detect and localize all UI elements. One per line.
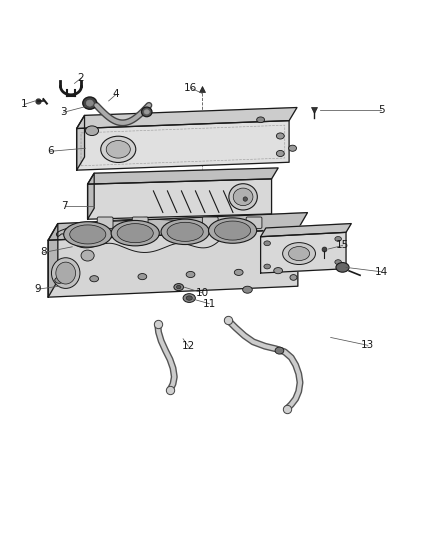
Ellipse shape bbox=[117, 224, 153, 243]
Text: 12: 12 bbox=[182, 341, 195, 351]
Text: 15: 15 bbox=[336, 240, 349, 251]
Ellipse shape bbox=[144, 110, 149, 114]
Polygon shape bbox=[88, 173, 94, 219]
Ellipse shape bbox=[290, 257, 297, 263]
Ellipse shape bbox=[283, 243, 315, 264]
Polygon shape bbox=[261, 232, 346, 273]
Ellipse shape bbox=[290, 274, 297, 280]
Ellipse shape bbox=[243, 197, 247, 201]
Ellipse shape bbox=[233, 188, 253, 206]
Ellipse shape bbox=[186, 271, 195, 278]
Ellipse shape bbox=[243, 286, 252, 293]
Ellipse shape bbox=[161, 219, 209, 245]
Text: 7: 7 bbox=[61, 201, 68, 211]
Ellipse shape bbox=[276, 150, 284, 157]
Polygon shape bbox=[77, 115, 85, 170]
Text: 6: 6 bbox=[47, 146, 54, 156]
Polygon shape bbox=[88, 179, 272, 219]
Ellipse shape bbox=[52, 258, 80, 288]
Ellipse shape bbox=[56, 262, 76, 284]
Polygon shape bbox=[77, 108, 297, 128]
Ellipse shape bbox=[106, 141, 131, 158]
FancyBboxPatch shape bbox=[246, 217, 262, 229]
Ellipse shape bbox=[101, 136, 136, 163]
Ellipse shape bbox=[138, 273, 147, 280]
Polygon shape bbox=[261, 223, 351, 237]
Ellipse shape bbox=[289, 247, 310, 261]
Ellipse shape bbox=[290, 244, 297, 249]
Text: 4: 4 bbox=[113, 90, 120, 99]
Text: 1: 1 bbox=[21, 100, 28, 109]
Ellipse shape bbox=[111, 221, 159, 246]
Text: 16: 16 bbox=[184, 83, 197, 93]
Text: 14: 14 bbox=[374, 266, 388, 277]
Ellipse shape bbox=[335, 237, 342, 241]
Text: 9: 9 bbox=[34, 284, 41, 294]
Ellipse shape bbox=[276, 133, 284, 139]
Ellipse shape bbox=[274, 268, 283, 274]
Ellipse shape bbox=[183, 294, 195, 302]
Ellipse shape bbox=[289, 145, 297, 151]
Ellipse shape bbox=[257, 117, 265, 123]
Ellipse shape bbox=[177, 285, 181, 289]
Text: 3: 3 bbox=[60, 107, 67, 117]
Ellipse shape bbox=[275, 347, 284, 354]
Ellipse shape bbox=[70, 225, 106, 244]
Ellipse shape bbox=[64, 222, 112, 247]
Ellipse shape bbox=[141, 107, 152, 117]
Ellipse shape bbox=[336, 263, 349, 272]
Ellipse shape bbox=[335, 260, 342, 264]
Ellipse shape bbox=[208, 218, 257, 243]
Text: 11: 11 bbox=[203, 298, 216, 309]
Ellipse shape bbox=[264, 264, 271, 269]
Ellipse shape bbox=[86, 100, 93, 106]
Text: 10: 10 bbox=[196, 288, 209, 298]
Ellipse shape bbox=[55, 277, 64, 284]
Ellipse shape bbox=[215, 221, 251, 240]
Text: 13: 13 bbox=[361, 341, 374, 350]
FancyBboxPatch shape bbox=[132, 217, 148, 229]
Ellipse shape bbox=[83, 97, 97, 109]
Ellipse shape bbox=[186, 296, 192, 300]
Polygon shape bbox=[48, 229, 298, 297]
Text: 2: 2 bbox=[78, 73, 85, 83]
Polygon shape bbox=[48, 223, 58, 297]
Text: 8: 8 bbox=[40, 247, 47, 257]
Ellipse shape bbox=[174, 284, 184, 290]
Polygon shape bbox=[88, 168, 278, 184]
Ellipse shape bbox=[229, 184, 257, 210]
Text: 5: 5 bbox=[378, 104, 385, 115]
Polygon shape bbox=[48, 213, 307, 240]
Ellipse shape bbox=[167, 222, 203, 241]
Ellipse shape bbox=[90, 276, 99, 282]
Polygon shape bbox=[57, 219, 233, 253]
Ellipse shape bbox=[85, 126, 99, 135]
Polygon shape bbox=[77, 120, 289, 170]
FancyBboxPatch shape bbox=[97, 217, 113, 229]
FancyBboxPatch shape bbox=[202, 217, 218, 229]
Ellipse shape bbox=[234, 269, 243, 276]
Ellipse shape bbox=[264, 241, 271, 246]
Ellipse shape bbox=[81, 250, 94, 261]
